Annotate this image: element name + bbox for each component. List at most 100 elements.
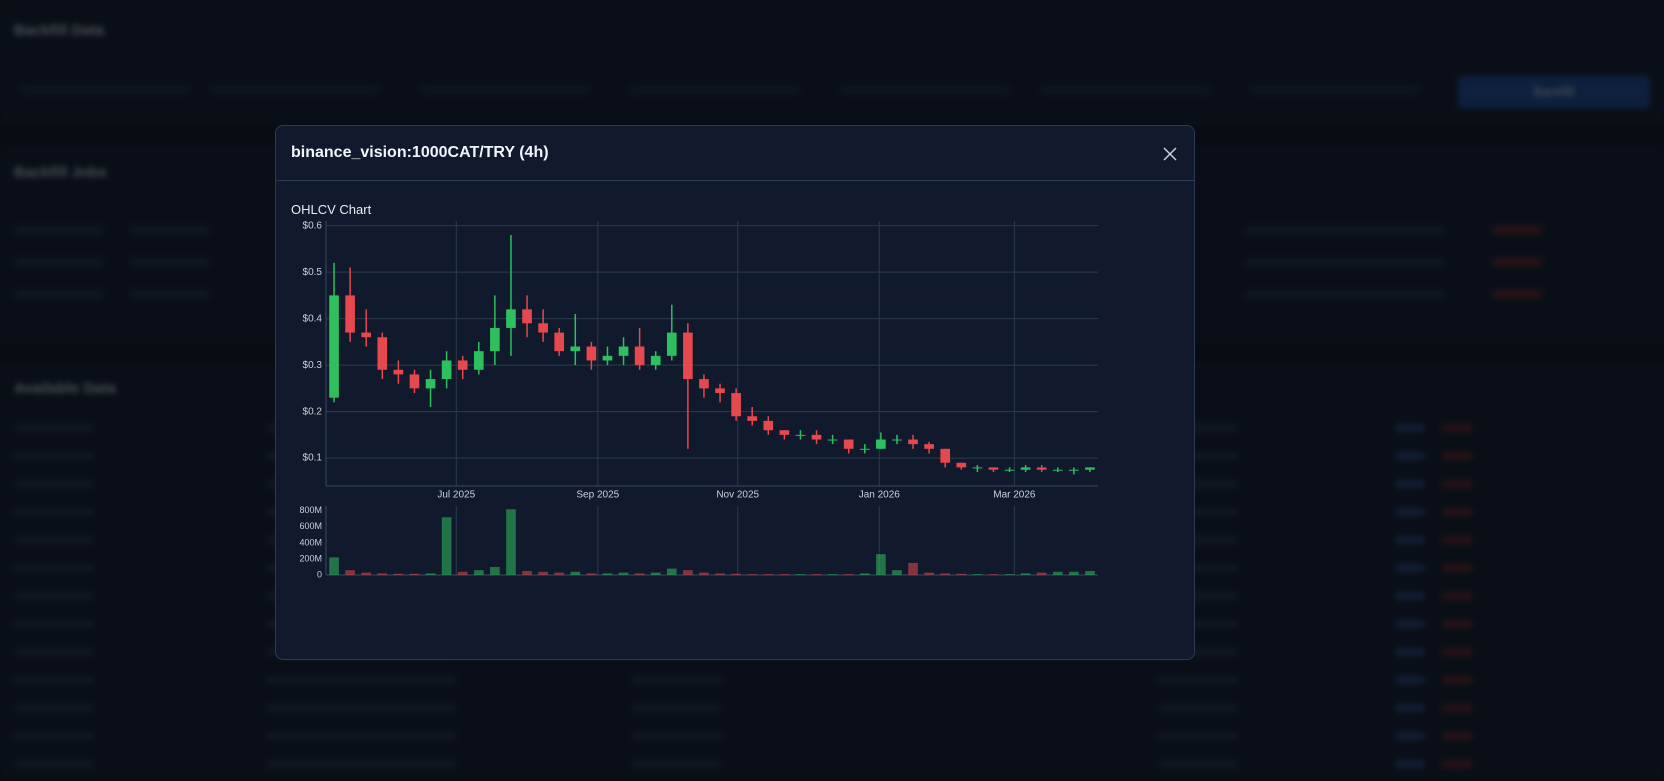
divider <box>276 180 1194 181</box>
x-tick-label: Jul 2025 <box>437 490 475 501</box>
row-placeholder <box>1040 86 1210 94</box>
row-placeholder <box>1158 564 1238 572</box>
y-tick-label: $0.1 <box>303 453 323 464</box>
candle-body <box>779 430 790 435</box>
backfill-button[interactable]: Backfill <box>1458 76 1650 108</box>
candle-body <box>699 379 709 389</box>
candle-body <box>924 444 934 449</box>
row-placeholder <box>1395 424 1425 432</box>
candle-body <box>490 327 500 352</box>
close-button[interactable] <box>1163 147 1177 161</box>
x-tick-label: Jan 2026 <box>859 490 901 501</box>
row-placeholder <box>14 258 104 266</box>
volume-bar <box>1052 571 1063 575</box>
row-placeholder <box>840 86 1010 94</box>
x-tick-label: Sep 2025 <box>576 490 619 501</box>
row-placeholder <box>130 258 210 266</box>
volume-bar <box>859 573 870 575</box>
modal: binance_vision:1000CAT/TRY (4h) OHLCV Ch… <box>275 125 1195 660</box>
row-placeholder <box>14 676 94 684</box>
candle-body <box>473 351 484 370</box>
volume-bar <box>441 517 452 575</box>
volume-bar <box>650 572 661 575</box>
volume-bar <box>329 557 339 575</box>
candle-body <box>1052 469 1063 471</box>
candle-body <box>731 393 741 417</box>
candle-body <box>988 467 999 470</box>
candle-body <box>602 355 613 361</box>
row-placeholder <box>1158 452 1238 460</box>
row-placeholder <box>1158 648 1238 656</box>
candle-body <box>393 369 404 375</box>
candle-body <box>892 439 902 441</box>
volume-bar <box>827 574 838 575</box>
volume-bar <box>490 566 500 575</box>
row-placeholder <box>1442 676 1472 684</box>
row-placeholder <box>1245 226 1445 234</box>
candle-body <box>345 295 355 333</box>
y-tick-label: 800M <box>299 505 322 515</box>
row-placeholder <box>1442 564 1472 572</box>
candle-body <box>956 462 967 468</box>
candle-body <box>650 355 661 366</box>
volume-bar <box>683 570 693 575</box>
row-placeholder <box>1158 536 1238 544</box>
candle-body <box>1069 469 1079 471</box>
candle-body <box>538 323 548 333</box>
candle-body <box>876 439 886 449</box>
row-placeholder <box>1492 226 1542 234</box>
row-placeholder <box>1395 480 1425 488</box>
volume-bar <box>586 573 597 575</box>
row-placeholder <box>266 732 456 740</box>
candle-body <box>522 309 532 324</box>
row-placeholder <box>1442 536 1472 544</box>
row-placeholder <box>14 424 94 432</box>
candle-body <box>329 295 339 398</box>
candle-body <box>666 332 677 356</box>
row-placeholder <box>1158 732 1238 740</box>
row-placeholder <box>420 86 590 94</box>
row-placeholder <box>1158 508 1238 516</box>
row-placeholder <box>14 760 94 768</box>
row-placeholder <box>1395 536 1425 544</box>
candle-body <box>425 379 436 389</box>
row-placeholder <box>1158 704 1238 712</box>
volume-bar <box>892 570 902 575</box>
x-tick-label: Nov 2025 <box>716 490 759 501</box>
row-placeholder <box>1395 508 1425 516</box>
volume-bar <box>425 573 436 575</box>
row-placeholder <box>14 226 104 234</box>
y-tick-label: $0.6 <box>303 220 323 231</box>
candle-body <box>811 434 822 440</box>
row-placeholder <box>1492 290 1542 298</box>
candle-body <box>908 439 918 445</box>
row-placeholder <box>1245 258 1445 266</box>
volume-bar <box>457 571 468 575</box>
row-placeholder <box>14 290 104 298</box>
volume-bar <box>811 574 822 575</box>
row-placeholder <box>1442 760 1472 768</box>
row-placeholder <box>1442 480 1472 488</box>
chart-title: OHLCV Chart <box>291 202 372 217</box>
row-placeholder <box>1442 592 1472 600</box>
candle-body <box>586 346 597 361</box>
row-placeholder <box>1158 592 1238 600</box>
candle-body <box>763 420 774 431</box>
candle-body <box>715 388 725 394</box>
volume-bar <box>1020 573 1031 575</box>
volume-bar <box>924 572 934 575</box>
volume-bar <box>618 572 629 575</box>
row-placeholder <box>266 704 456 712</box>
candle-body <box>859 448 870 450</box>
row-placeholder <box>1250 86 1420 94</box>
row-placeholder <box>14 620 94 628</box>
volume-bar <box>473 570 484 575</box>
row-placeholder <box>1158 676 1238 684</box>
candle-body <box>1004 469 1015 471</box>
volume-bar <box>409 573 420 575</box>
row-placeholder <box>14 536 94 544</box>
row-placeholder <box>14 480 94 488</box>
volume-bar <box>763 574 774 575</box>
section-title: Backfill Jobs <box>14 164 107 181</box>
